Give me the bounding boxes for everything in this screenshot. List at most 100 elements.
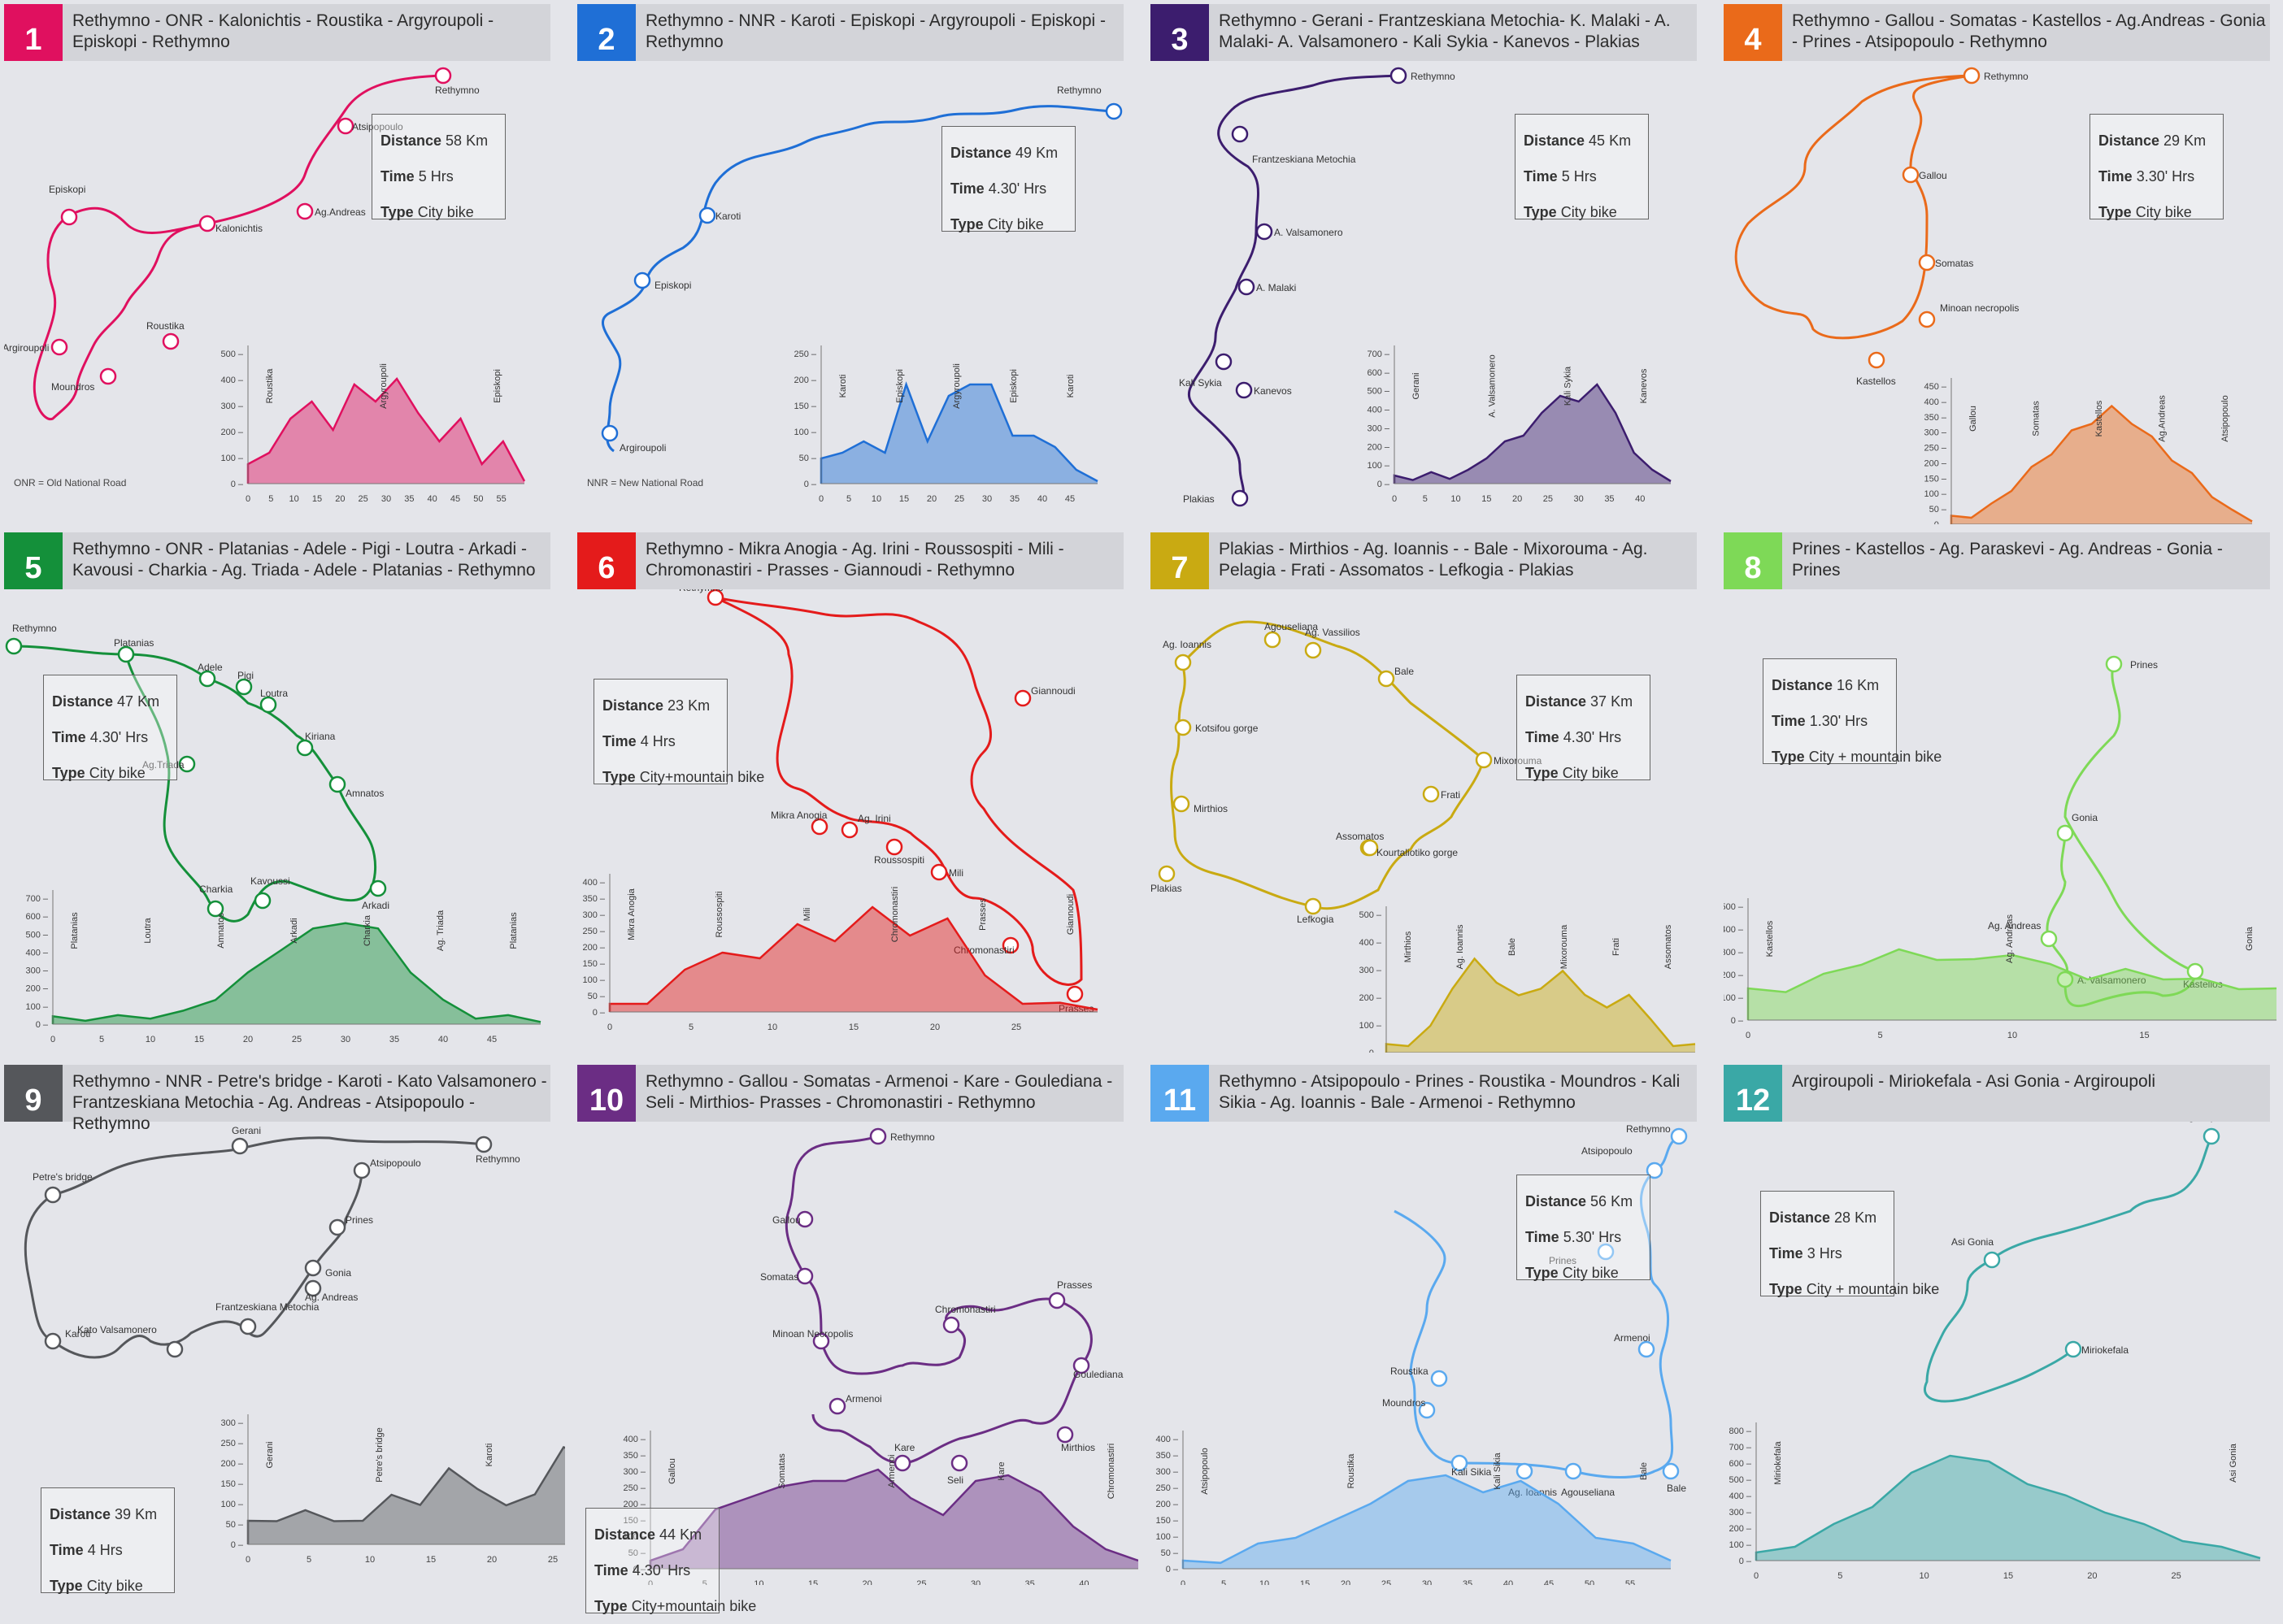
place-marker[interactable] xyxy=(2186,962,2204,980)
place-marker[interactable] xyxy=(1235,381,1253,399)
place-marker[interactable] xyxy=(930,863,948,881)
place-marker[interactable] xyxy=(44,1186,62,1204)
place-marker[interactable] xyxy=(707,589,724,606)
place-marker[interactable] xyxy=(1475,751,1493,769)
info-time-label: Time xyxy=(2098,168,2133,185)
place-marker[interactable] xyxy=(353,1162,371,1179)
place-marker[interactable] xyxy=(633,271,651,289)
place-marker[interactable] xyxy=(337,117,354,135)
y-tick-label: 500 – xyxy=(1724,902,1744,912)
place-marker[interactable] xyxy=(1450,1454,1468,1472)
place-marker[interactable] xyxy=(828,1397,846,1415)
place-marker[interactable] xyxy=(1389,67,1407,85)
place-marker[interactable] xyxy=(1918,310,1936,328)
place-marker[interactable] xyxy=(207,900,224,918)
place-marker[interactable] xyxy=(304,1279,322,1297)
place-marker[interactable] xyxy=(239,1318,257,1335)
place-marker[interactable] xyxy=(841,821,859,839)
place-marker[interactable] xyxy=(434,67,452,85)
place-marker[interactable] xyxy=(1418,1401,1436,1419)
place-marker[interactable] xyxy=(1564,1462,1582,1480)
place-marker[interactable] xyxy=(198,670,216,688)
place-marker[interactable] xyxy=(1172,795,1190,813)
place-marker[interactable] xyxy=(231,1137,249,1155)
place-marker[interactable] xyxy=(796,1210,814,1228)
place-marker[interactable] xyxy=(1056,1426,1074,1444)
place-marker[interactable] xyxy=(1174,654,1192,671)
place-marker[interactable] xyxy=(328,775,346,793)
place-marker[interactable] xyxy=(1048,1292,1066,1309)
place-marker[interactable] xyxy=(2203,1127,2220,1145)
place-marker[interactable] xyxy=(1014,689,1032,707)
place-marker[interactable] xyxy=(1231,125,1249,143)
place-marker[interactable] xyxy=(296,202,314,220)
place-marker[interactable] xyxy=(885,838,903,856)
place-marker[interactable] xyxy=(1002,936,1020,954)
place-marker[interactable] xyxy=(894,1454,911,1472)
place-marker[interactable] xyxy=(1304,897,1322,915)
place-marker[interactable] xyxy=(162,332,180,350)
place-marker[interactable] xyxy=(1072,1357,1090,1374)
place-marker[interactable] xyxy=(1646,1162,1663,1179)
place-marker[interactable] xyxy=(44,1332,62,1350)
place-marker[interactable] xyxy=(166,1340,184,1358)
place-marker[interactable] xyxy=(1963,67,1981,85)
place-marker[interactable] xyxy=(1361,839,1379,857)
place-marker[interactable] xyxy=(304,1259,322,1277)
place-marker[interactable] xyxy=(1983,1251,2001,1269)
place-marker[interactable] xyxy=(1215,353,1233,371)
place-marker[interactable] xyxy=(1237,278,1255,296)
place-marker[interactable] xyxy=(601,424,619,442)
place-marker[interactable] xyxy=(369,879,387,897)
elevation-line xyxy=(608,905,1098,1012)
place-marker[interactable] xyxy=(1231,489,1249,507)
place-marker[interactable] xyxy=(1105,102,1123,120)
route-header: 10 Rethymno - Gallou - Somatas - Armenoi … xyxy=(577,1065,1124,1122)
place-marker[interactable] xyxy=(812,1332,830,1350)
place-marker[interactable] xyxy=(1377,670,1395,688)
place-marker[interactable] xyxy=(475,1135,493,1153)
place-marker[interactable] xyxy=(254,892,272,910)
place-marker[interactable] xyxy=(328,1218,346,1236)
place-marker[interactable] xyxy=(2040,930,2058,948)
place-marker[interactable] xyxy=(796,1267,814,1285)
place-marker[interactable] xyxy=(1422,785,1440,803)
place-marker[interactable] xyxy=(1515,1462,1533,1480)
place-marker[interactable] xyxy=(60,208,78,226)
x-tick-label: 55 xyxy=(1625,1579,1635,1585)
place-marker[interactable] xyxy=(2056,824,2074,842)
place-marker[interactable] xyxy=(1868,351,1885,369)
place-marker[interactable] xyxy=(1918,254,1936,271)
place-marker[interactable] xyxy=(1637,1340,1655,1358)
place-marker[interactable] xyxy=(698,206,716,224)
place-marker[interactable] xyxy=(198,215,216,232)
place-marker[interactable] xyxy=(869,1127,887,1145)
place-marker[interactable] xyxy=(950,1454,968,1472)
place-marker[interactable] xyxy=(811,818,828,836)
place-marker[interactable] xyxy=(50,338,68,356)
place-marker[interactable] xyxy=(1902,166,1920,184)
place-marker[interactable] xyxy=(1263,631,1281,649)
place-marker[interactable] xyxy=(1662,1462,1680,1480)
place-marker[interactable] xyxy=(99,367,117,385)
place-marker[interactable] xyxy=(1304,641,1322,659)
place-marker[interactable] xyxy=(1597,1243,1615,1261)
place-marker[interactable] xyxy=(1158,865,1176,883)
x-tick-label: 15 xyxy=(899,494,909,504)
place-marker[interactable] xyxy=(1430,1370,1448,1387)
place-marker[interactable] xyxy=(1174,719,1192,736)
place-label: Kanevos xyxy=(1254,385,1292,397)
place-marker[interactable] xyxy=(296,739,314,757)
place-marker[interactable] xyxy=(2064,1340,2082,1358)
place-marker[interactable] xyxy=(178,755,196,773)
place-marker[interactable] xyxy=(2056,970,2074,988)
place-marker[interactable] xyxy=(1670,1127,1688,1145)
place-marker[interactable] xyxy=(2105,655,2123,673)
place-marker[interactable] xyxy=(942,1316,960,1334)
place-marker[interactable] xyxy=(117,645,135,663)
place-marker[interactable] xyxy=(5,637,23,655)
place-marker[interactable] xyxy=(259,696,277,714)
place-marker[interactable] xyxy=(235,678,253,696)
place-marker[interactable] xyxy=(1255,223,1273,241)
place-marker[interactable] xyxy=(1066,985,1084,1003)
